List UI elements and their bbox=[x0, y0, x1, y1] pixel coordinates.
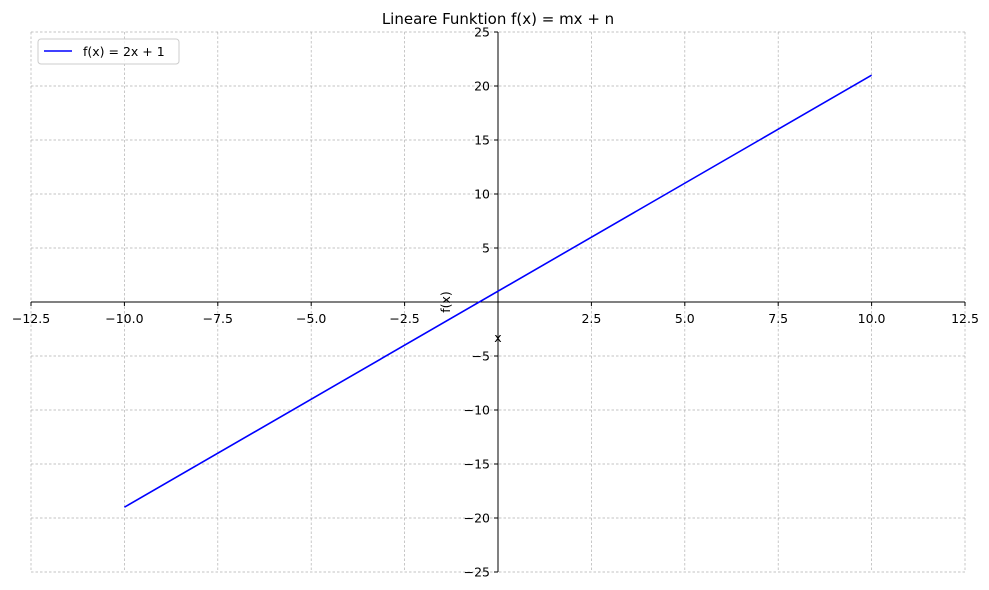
series-layer bbox=[123, 74, 873, 508]
legend-frame bbox=[37, 38, 180, 65]
y-tick-label: 15 bbox=[474, 133, 490, 148]
ticks: −12.5 −10.0 −7.5 −5.0 −2.5 2.5 5.0 7.5 10.0 12.5 −… bbox=[12, 25, 979, 580]
x-tick-label: −12.5 bbox=[12, 311, 50, 326]
x-tick-label: 7.5 bbox=[768, 311, 788, 326]
x-tick-label: −7.5 bbox=[203, 311, 233, 326]
legend: f(x) = 2x + 1 bbox=[37, 38, 180, 65]
y-tick-label: 5 bbox=[482, 241, 490, 256]
y-axis-label: f(x) bbox=[438, 291, 453, 313]
y-tick-label: −10 bbox=[464, 403, 490, 418]
series-line bbox=[123, 74, 873, 508]
y-tick-label: 20 bbox=[474, 79, 490, 94]
y-tick-label: −25 bbox=[464, 565, 490, 580]
x-tick-label: 12.5 bbox=[951, 311, 979, 326]
x-tick-label: −2.5 bbox=[389, 311, 419, 326]
x-tick-label: 2.5 bbox=[581, 311, 601, 326]
x-tick-label: −10.0 bbox=[105, 311, 143, 326]
x-tick-label: 5.0 bbox=[675, 311, 695, 326]
y-tick-label: −15 bbox=[464, 457, 490, 472]
x-tick-label: −5.0 bbox=[296, 311, 326, 326]
legend-label: f(x) = 2x + 1 bbox=[83, 44, 165, 59]
y-tick-label: 25 bbox=[474, 25, 490, 40]
axes bbox=[31, 32, 965, 572]
x-tick-label: 10.0 bbox=[858, 311, 886, 326]
y-tick-label: 10 bbox=[474, 187, 490, 202]
y-tick-label: −20 bbox=[464, 511, 490, 526]
y-tick-label: −5 bbox=[472, 349, 490, 364]
x-axis-label: x bbox=[494, 330, 501, 345]
chart-title: Lineare Funktion f(x) = mx + n bbox=[382, 10, 614, 28]
